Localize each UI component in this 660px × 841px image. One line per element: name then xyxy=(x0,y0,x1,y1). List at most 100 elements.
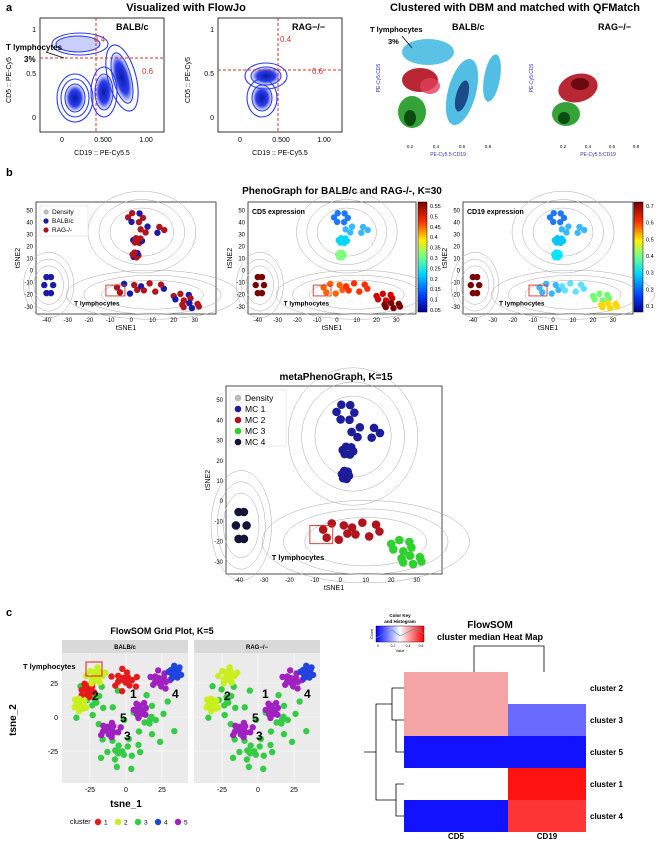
som-point xyxy=(284,716,291,724)
cd5-plot-point xyxy=(348,223,356,230)
som-legend-swatch xyxy=(174,818,182,826)
meta-plot-point xyxy=(334,535,344,544)
som-cluster-mark: 3 xyxy=(124,729,131,743)
pheno-plot-point xyxy=(43,273,50,281)
colorkey-title: Color Key xyxy=(389,613,411,618)
cd5-plot-point xyxy=(254,273,261,281)
meta-plot-density-contour xyxy=(304,517,428,567)
cd5-plot-point xyxy=(390,304,397,312)
heat-row-4: cluster 4 xyxy=(590,812,623,821)
cd19-plot-ytick: -30 xyxy=(451,305,460,311)
heat-cell-c5-cd5 xyxy=(404,736,508,768)
som-point xyxy=(160,710,167,718)
cd19-plot-xtick: -20 xyxy=(509,318,518,324)
cd5-plot-point xyxy=(320,284,327,291)
pheno-plot-point xyxy=(124,214,132,221)
som-point xyxy=(221,702,228,709)
som-point xyxy=(104,748,111,756)
meta-plot-ytick: 0 xyxy=(220,499,224,505)
som-point xyxy=(108,725,116,733)
cd19-plot-point xyxy=(576,223,583,231)
cd5-plot-ytick: 20 xyxy=(238,245,245,251)
flowjo-balbc-xtick-2: 1.00 xyxy=(139,137,153,144)
cd19-plot-point xyxy=(580,226,588,234)
som-point xyxy=(241,704,248,711)
meta-plot-point xyxy=(343,529,352,538)
dbm-rag-xtick-3: 0.8 xyxy=(633,144,640,149)
pheno-legend-label: BALB/c xyxy=(52,218,74,225)
som-cluster-mark: 4 xyxy=(172,687,179,701)
som-legend-swatch xyxy=(94,818,102,826)
flowjo-balbc-sample: BALB/c xyxy=(116,22,149,32)
meta-plot-point xyxy=(332,407,341,417)
cd5-plot-xtick: 10 xyxy=(353,318,360,324)
som-cluster-mark: 1 xyxy=(262,687,269,701)
flowjo-balbc-ytick-2: 1 xyxy=(32,27,36,34)
cd5-plot-xtick: -30 xyxy=(273,318,282,324)
cd5-plot-point xyxy=(334,209,341,217)
meta-plot-point xyxy=(375,527,384,536)
som-point xyxy=(287,674,294,682)
cd5-plot: T lymphocytes -40 -30 -20 -10 0 10 20 30 50 40 30 20… xyxy=(227,190,438,332)
som-point xyxy=(252,751,260,758)
pheno-plot-point xyxy=(187,295,194,302)
meta-plot-point xyxy=(367,433,376,442)
meta-plot-density-contour xyxy=(314,395,392,478)
meta-plot-xtick: -20 xyxy=(285,578,294,584)
cd5-plot-xtick: 30 xyxy=(393,318,400,324)
dbm-rag-sample: RAG−/− xyxy=(598,22,631,32)
heat-cell-c4-cd19 xyxy=(508,800,586,832)
cd19-plot-density-contour xyxy=(522,199,604,265)
pheno-plot-point xyxy=(116,289,124,296)
som-point xyxy=(249,724,256,731)
cd5-plot-xtick: -40 xyxy=(254,318,263,324)
som-point xyxy=(272,699,280,707)
meta-legend-label: MC 4 xyxy=(245,437,266,447)
meta-plot-xtick: 20 xyxy=(388,578,395,584)
pheno-plot-point xyxy=(144,223,151,230)
som-point xyxy=(124,743,131,750)
cd5-plot-ytick: 40 xyxy=(238,220,245,226)
meta-plot-point xyxy=(353,432,362,442)
som-point xyxy=(156,738,164,746)
heat-cell-c1-cd5 xyxy=(404,768,508,800)
cd5-plot-point xyxy=(323,289,330,296)
som-point xyxy=(246,687,254,694)
flowjo-rag-density xyxy=(244,62,288,118)
cd19-plot-point xyxy=(607,304,614,312)
som-point xyxy=(111,756,119,763)
flowjo-rag-gate-y: 0.6 xyxy=(312,67,324,76)
som-cluster-mark: 2 xyxy=(224,689,231,703)
som-ytick-0: 25 xyxy=(50,681,58,688)
som-point xyxy=(75,701,82,708)
meta-plot-ytick: -30 xyxy=(214,560,223,566)
cd5-plot-point xyxy=(327,280,334,288)
pheno-plot-ytick: 50 xyxy=(26,208,33,214)
meta-plot-point xyxy=(351,530,360,539)
flowjo-balbc-tcell-pct: 3% xyxy=(24,55,36,64)
cd19-plot-point xyxy=(565,223,572,230)
colorkey-tick-0: 0 xyxy=(377,644,379,648)
cd19-plot-ytick: 20 xyxy=(453,245,460,251)
heat-cell-c3-cd19 xyxy=(508,704,586,736)
pheno-legend-swatch xyxy=(43,209,49,215)
meta-legend-label: MC 3 xyxy=(245,426,266,436)
cd5-plot-point xyxy=(350,280,358,287)
dbm-rag-xtick-1: 0.4 xyxy=(585,144,592,149)
cd19-scale-tick: 0.7 xyxy=(646,204,654,210)
pheno-plot-point xyxy=(194,300,201,308)
cd19-scale-tick: 0.3 xyxy=(646,271,654,277)
cd5-scale-tick: 0.15 xyxy=(430,287,441,293)
meta-plot-density-contour xyxy=(210,470,272,581)
cd19-plot-point xyxy=(546,214,554,221)
pheno-plot-point xyxy=(154,229,161,236)
cd19-scale-tick: 0.5 xyxy=(646,237,654,243)
som-point xyxy=(245,763,253,771)
pheno-plot-tcell-box xyxy=(105,284,126,297)
meta-plot-xtick: -10 xyxy=(311,578,320,584)
som-point xyxy=(177,671,185,679)
meta-plot-ytick: 40 xyxy=(216,418,223,424)
som-point xyxy=(171,727,178,735)
meta-plot-point xyxy=(345,415,354,425)
som-point xyxy=(100,704,107,712)
